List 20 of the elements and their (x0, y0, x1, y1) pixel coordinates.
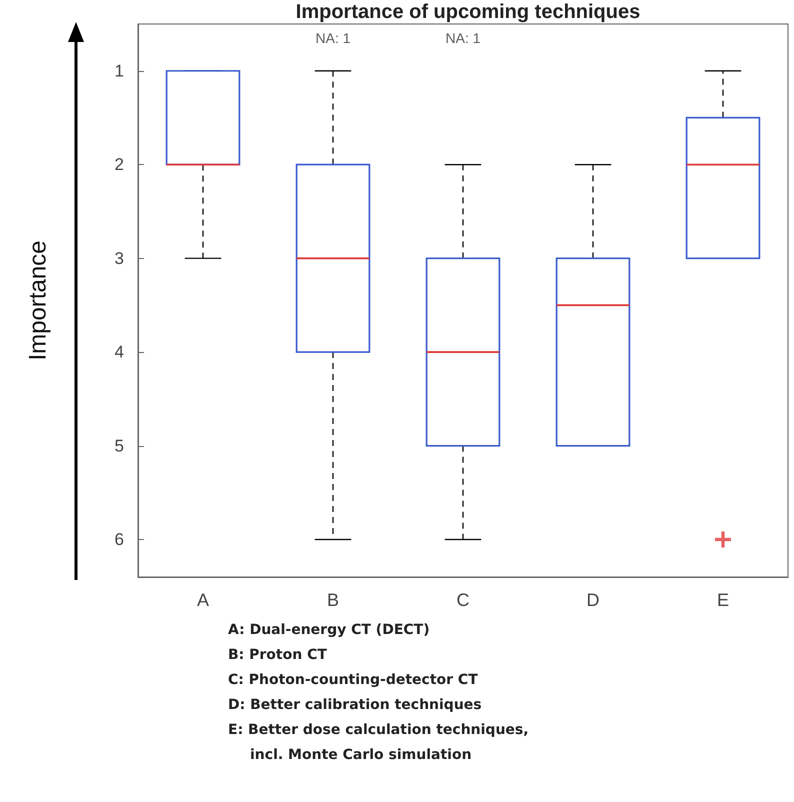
x-tick-label: D (586, 590, 600, 610)
x-tick-label: C (456, 590, 470, 610)
text: B: Proton CT (228, 646, 328, 665)
y-tick-label: 2 (114, 155, 124, 174)
annotation: NA: 1 (445, 30, 481, 46)
y-tick-label: 1 (114, 61, 124, 80)
text: A: Dual-energy CT (DECT) (228, 621, 431, 640)
y-tick-label: 4 (114, 342, 124, 362)
x-tick-label: A (196, 590, 210, 610)
text: D: Better calibration techniques (228, 696, 483, 715)
y-tick-label: 5 (114, 436, 124, 456)
y-tick-label: 3 (114, 248, 124, 268)
chart-title: Importance of upcoming techniques (296, 1, 640, 23)
annotation: NA: 1 (315, 30, 351, 46)
y-tick-label: 6 (114, 530, 124, 550)
y-axis-title: Importance (24, 240, 52, 361)
x-tick-label: E (716, 590, 730, 610)
text: E: Better dose calculation techniques, incl. Monte Carlo simulation (228, 721, 530, 765)
x-tick-label: B (326, 590, 340, 610)
text: C: Photon-counting-detector CT (228, 671, 479, 690)
